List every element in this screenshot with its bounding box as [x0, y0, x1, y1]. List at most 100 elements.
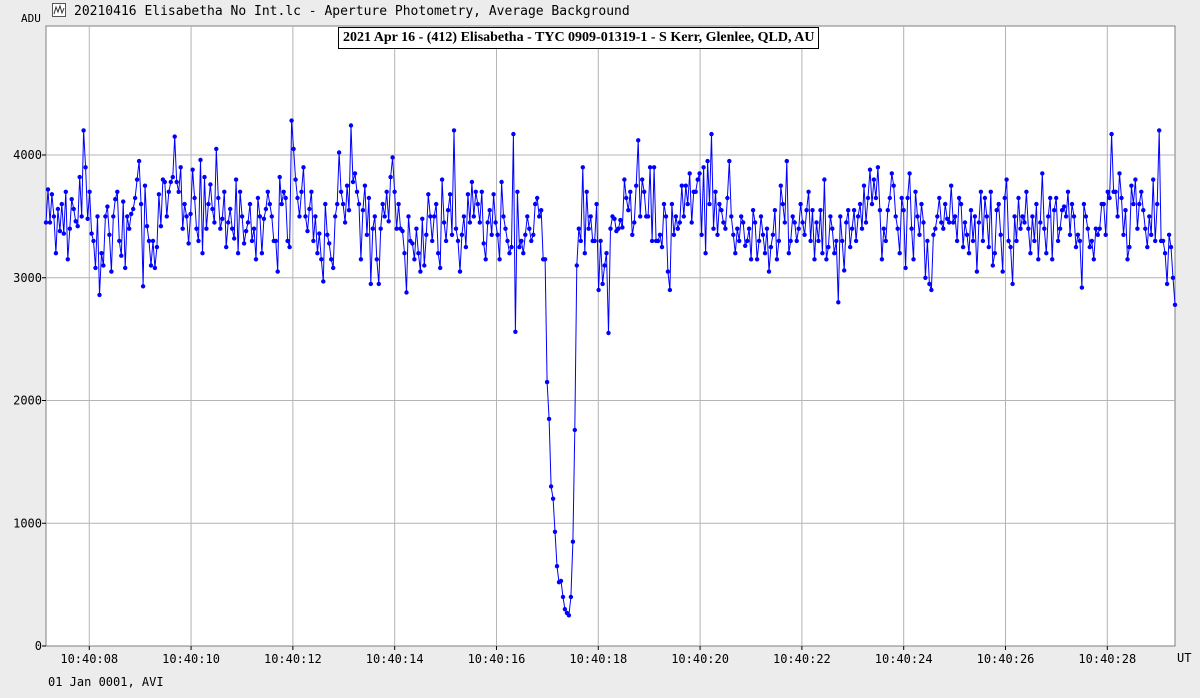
data-point: [426, 192, 431, 197]
data-point: [307, 206, 312, 212]
data-point: [748, 257, 754, 262]
data-point: [1000, 269, 1005, 274]
data-point: [352, 171, 358, 176]
data-point: [546, 416, 552, 422]
data-point: [131, 206, 136, 212]
data-point: [733, 251, 738, 256]
data-point: [778, 183, 783, 188]
data-point: [921, 220, 926, 225]
data-point: [667, 287, 673, 293]
data-point: [974, 269, 980, 274]
data-point: [430, 238, 435, 244]
data-point: [289, 118, 294, 123]
data-point: [903, 265, 908, 271]
data-point: [622, 177, 627, 182]
data-point: [640, 177, 645, 182]
data-point: [766, 269, 772, 274]
data-point: [1117, 171, 1122, 176]
lightcurve-chart-icon[interactable]: [52, 3, 66, 17]
data-point: [770, 232, 776, 237]
data-point: [91, 238, 96, 244]
x-tick-label: 10:40:12: [264, 652, 322, 666]
data-point: [439, 177, 445, 182]
data-point: [925, 238, 930, 244]
data-point: [966, 251, 972, 256]
data-point: [463, 244, 469, 250]
data-point: [709, 131, 714, 137]
data-point: [1014, 238, 1019, 244]
data-point: [968, 208, 974, 213]
y-tick-label: 1000: [13, 516, 42, 530]
data-point: [354, 189, 360, 194]
data-point: [978, 189, 984, 194]
x-tick-label: 10:40:28: [1078, 652, 1136, 666]
data-point: [380, 201, 385, 207]
data-point: [222, 189, 227, 194]
data-point: [810, 208, 815, 213]
data-point: [838, 214, 843, 219]
data-point: [790, 214, 795, 219]
data-point: [954, 238, 960, 244]
data-point: [798, 201, 803, 207]
data-point: [873, 195, 879, 201]
data-point: [447, 192, 453, 197]
data-point: [358, 257, 364, 262]
data-point: [572, 427, 577, 433]
data-point: [596, 287, 601, 293]
data-point: [881, 226, 886, 231]
data-point: [263, 206, 269, 212]
y-tick-label: 2000: [13, 394, 42, 408]
data-point: [436, 251, 441, 256]
data-point: [885, 208, 890, 213]
data-point: [919, 201, 924, 207]
data-point: [717, 201, 722, 207]
data-point: [760, 232, 766, 237]
data-point: [432, 214, 437, 219]
data-point: [346, 208, 352, 213]
data-point: [519, 238, 524, 244]
data-point: [998, 232, 1003, 237]
data-point: [846, 208, 851, 213]
data-point: [947, 220, 952, 225]
data-point: [624, 195, 629, 201]
data-point: [685, 201, 690, 207]
data-point: [81, 128, 86, 133]
data-point: [931, 232, 936, 237]
data-point: [93, 265, 98, 271]
data-point: [331, 265, 336, 271]
data-point: [485, 220, 490, 225]
data-point: [146, 238, 152, 244]
data-point: [301, 165, 306, 170]
data-point: [67, 226, 73, 231]
data-point: [1170, 275, 1176, 280]
data-point: [1048, 195, 1053, 201]
data-point: [855, 214, 861, 219]
data-point: [687, 171, 692, 176]
data-point: [414, 226, 419, 231]
data-point: [521, 251, 526, 256]
data-point: [853, 238, 859, 244]
data-point: [645, 214, 651, 219]
data-point: [669, 201, 675, 207]
data-point: [192, 195, 197, 201]
data-point: [1091, 257, 1097, 262]
data-point: [507, 251, 512, 256]
data-point: [626, 208, 631, 213]
data-point: [1155, 201, 1160, 207]
data-point: [964, 232, 970, 237]
data-point: [701, 165, 706, 170]
data-point: [412, 257, 417, 262]
data-point: [1052, 208, 1057, 213]
data-point: [578, 238, 583, 244]
data-point: [842, 268, 847, 273]
x-tick-label: 10:40:08: [60, 652, 118, 666]
data-point: [178, 165, 183, 170]
x-tick-label: 10:40:16: [468, 652, 526, 666]
data-point: [552, 529, 558, 534]
data-point: [237, 189, 243, 194]
data-point: [869, 201, 875, 207]
data-point: [87, 189, 92, 194]
data-point: [267, 201, 272, 207]
data-point: [235, 251, 241, 256]
